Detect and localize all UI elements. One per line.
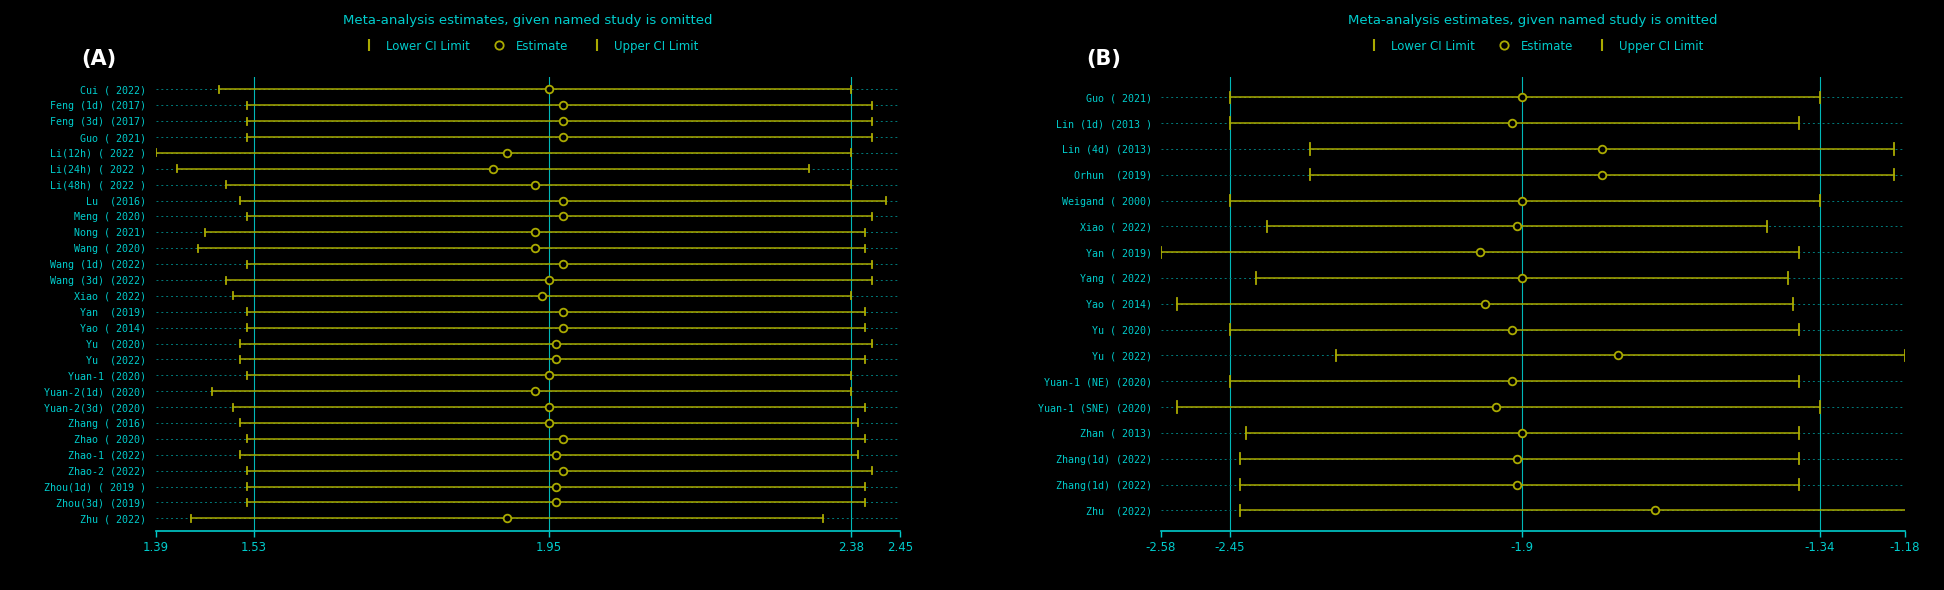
Legend: Lower CI Limit, Estimate, Upper CI Limit: Lower CI Limit, Estimate, Upper CI Limit	[352, 35, 704, 57]
Legend: Lower CI Limit, Estimate, Upper CI Limit: Lower CI Limit, Estimate, Upper CI Limit	[1357, 35, 1709, 57]
Text: (A): (A)	[82, 50, 117, 70]
Text: (B): (B)	[1087, 50, 1122, 70]
Title: Meta-analysis estimates, given named study is omitted: Meta-analysis estimates, given named stu…	[1347, 14, 1718, 27]
Title: Meta-analysis estimates, given named study is omitted: Meta-analysis estimates, given named stu…	[342, 14, 713, 27]
